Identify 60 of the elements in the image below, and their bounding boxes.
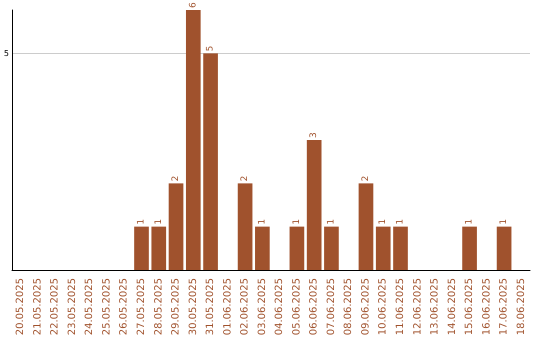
x-tick-label: 29.05.2025	[170, 278, 182, 336]
x-tick-label: 27.05.2025	[136, 278, 147, 336]
data-label: 5	[206, 46, 216, 52]
bar	[462, 226, 477, 270]
x-tick-label: 18.06.2025	[516, 278, 527, 336]
x-tick-label: 09.06.2025	[360, 278, 372, 336]
data-label: 1	[396, 218, 406, 225]
x-tick-label: 10.06.2025	[378, 278, 389, 336]
data-label: 6	[188, 2, 198, 8]
bar	[186, 10, 201, 270]
data-label: 1	[499, 218, 510, 225]
bar	[306, 140, 322, 270]
bar	[358, 183, 374, 270]
x-tick-label: 21.05.2025	[32, 278, 44, 336]
x-tick-label: 24.05.2025	[84, 278, 96, 336]
x-tick-label: 26.05.2025	[118, 278, 130, 336]
x-tick-label: 05.06.2025	[291, 278, 302, 336]
x-tick-label: 28.05.2025	[153, 278, 164, 336]
x-tick-label: 13.06.2025	[430, 278, 441, 336]
x-tick-label: 20.05.2025	[15, 278, 26, 336]
data-label: 3	[309, 132, 320, 138]
data-label: 2	[360, 176, 371, 182]
data-label: 1	[136, 218, 146, 225]
x-tick-label: 25.05.2025	[101, 278, 112, 336]
bar	[168, 183, 184, 270]
x-tick-label: 06.06.2025	[308, 278, 320, 336]
data-label: 1	[464, 218, 475, 225]
x-tick-label: 22.05.2025	[50, 278, 61, 336]
bar	[203, 53, 218, 270]
bar	[255, 226, 270, 270]
x-tick-label: 23.05.2025	[66, 278, 78, 336]
x-tick-label: 01.06.2025	[222, 278, 234, 336]
bar	[151, 226, 166, 270]
bar	[134, 226, 149, 270]
x-tick-label: 04.06.2025	[274, 278, 286, 336]
bar	[324, 226, 339, 270]
data-label: 1	[378, 218, 388, 225]
x-tick-label: 03.06.2025	[256, 278, 268, 336]
data-label: 2	[171, 176, 182, 182]
x-tick-label: 14.06.2025	[446, 278, 458, 336]
x-tick-label: 08.06.2025	[343, 278, 354, 336]
bar	[290, 226, 304, 270]
bar	[496, 226, 512, 270]
bar	[238, 183, 252, 270]
x-tick-label: 15.06.2025	[464, 278, 476, 336]
x-tick-label: 11.06.2025	[395, 278, 406, 336]
x-tick-label: 31.05.2025	[205, 278, 216, 336]
x-tick-label: 02.06.2025	[240, 278, 251, 336]
data-label: 2	[240, 176, 250, 182]
x-tick-label: 17.06.2025	[498, 278, 510, 336]
data-label: 1	[292, 218, 302, 225]
bar	[393, 226, 408, 270]
data-label: 1	[154, 218, 164, 225]
x-tick-label: 07.06.2025	[326, 278, 337, 336]
bar	[376, 226, 391, 270]
data-label: 1	[257, 218, 268, 225]
data-label: 1	[326, 218, 336, 225]
x-tick-label: 30.05.2025	[188, 278, 199, 336]
x-tick-label: 12.06.2025	[412, 278, 424, 336]
x-tick-label: 16.06.2025	[481, 278, 492, 336]
